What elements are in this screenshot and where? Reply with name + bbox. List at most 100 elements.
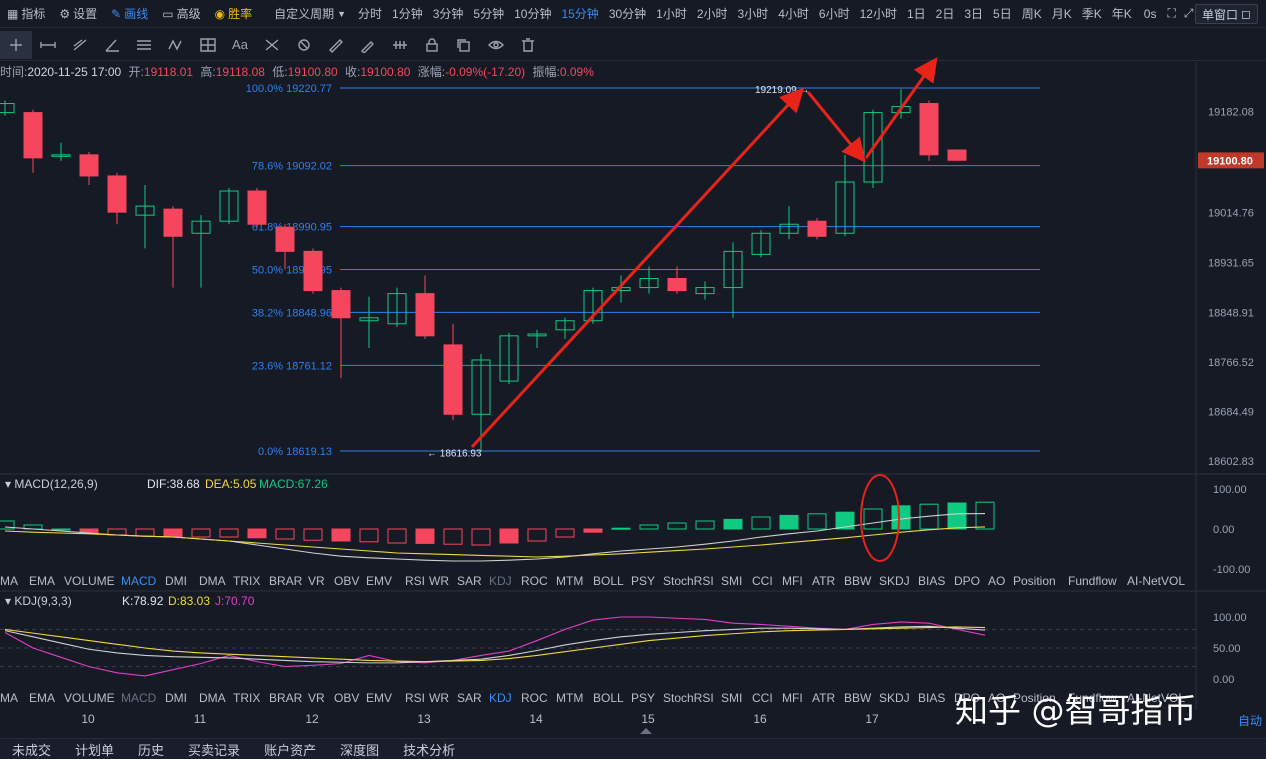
copy-icon[interactable] [448,31,480,59]
pattern-icon[interactable] [256,31,288,59]
kdj-tab-stochrsi[interactable]: StochRSI [663,691,714,705]
bottom-tab-2[interactable]: 历史 [138,742,165,758]
crosshair-icon[interactable] [0,30,32,59]
macd-tab-mtm[interactable]: MTM [556,574,584,588]
period-5日[interactable]: 5日 [993,7,1012,21]
period-5分钟[interactable]: 5分钟 [473,7,505,21]
period-月K[interactable]: 月K [1051,7,1072,21]
kdj-tab-bbw[interactable]: BBW [844,691,872,705]
macd-tab-smi[interactable]: SMI [721,574,743,588]
macd-tab-psy[interactable]: PSY [631,574,656,588]
period-30分钟[interactable]: 30分钟 [608,7,647,21]
period-1分钟[interactable]: 1分钟 [392,7,423,21]
advanced-button[interactable]: ▭ 高级 [162,6,201,22]
lock-icon[interactable] [416,31,448,59]
macd-tab-wr[interactable]: WR [429,574,449,588]
period-1小时[interactable]: 1小时 [656,7,687,21]
period-2小时[interactable]: 2小时 [696,7,728,21]
macd-tab-volume[interactable]: VOLUME [64,574,115,588]
bottom-tab-1[interactable]: 计划单 [75,742,115,758]
period-1日[interactable]: 1日 [906,7,926,21]
macd-tab-bias[interactable]: BIAS [918,574,946,588]
kdj-tab-dmi[interactable]: DMI [165,691,187,705]
macd-tab-ema[interactable]: EMA [29,574,56,588]
macd-tab-sar[interactable]: SAR [457,574,482,588]
bottom-tab-4[interactable]: 账户资产 [264,742,317,758]
kdj-tab-sar[interactable]: SAR [457,691,482,705]
kdj-tab-ema[interactable]: EMA [29,691,56,705]
trend-line-icon[interactable] [64,31,96,59]
macd-tab-dpo[interactable]: DPO [954,574,981,588]
macd-tab-dmi[interactable]: DMI [165,574,187,588]
period-周K[interactable]: 周K [1021,7,1042,21]
brush-icon[interactable] [352,31,384,59]
text-icon[interactable]: Aa [232,37,248,52]
macd-tab-ma[interactable]: MA [0,574,18,588]
kdj-tab-skdj[interactable]: SKDJ [879,691,910,705]
kdj-tab-volume[interactable]: VOLUME [64,691,115,705]
macd-tab-ao[interactable]: AO [988,574,1006,588]
kdj-tab-ai-netvol[interactable]: AI-NetVOL [1127,691,1186,705]
win-rate-button[interactable]: ◉ 胜率 [214,6,253,22]
window-mode-select[interactable]: 单窗口 ◻ [1195,4,1258,24]
macd-tab-brar[interactable]: BRAR [269,574,303,588]
kdj-tab-vr[interactable]: VR [308,691,325,705]
period-2日[interactable]: 2日 [935,7,955,21]
period-3小时[interactable]: 3小时 [737,7,769,21]
kdj-tab-atr[interactable]: ATR [812,691,836,705]
chart-canvas[interactable]: 19182.08 19014.76 18931.65 18848.91 18766.52… [0,0,1266,738]
bottom-tab-0[interactable]: 未成交 [12,742,52,758]
eye-icon[interactable] [480,31,512,59]
macd-tab-mfi[interactable]: MFI [782,574,803,588]
kdj-tab-rsi[interactable]: RSI [405,691,426,705]
kdj-tab-trix[interactable]: TRIX [233,691,261,705]
macd-tab-rsi[interactable]: RSI [405,574,426,588]
kdj-tab-mfi[interactable]: MFI [782,691,803,705]
kdj-tab-roc[interactable]: ROC [521,691,548,705]
macd-tab-obv[interactable]: OBV [334,574,360,588]
kdj-tab-position[interactable]: Position [1013,691,1056,705]
kdj-tab-kdj[interactable]: KDJ [489,691,512,705]
bottom-tab-3[interactable]: 买卖记录 [188,742,241,758]
kdj-tab-fundflow[interactable]: Fundflow [1068,691,1117,705]
channel-icon[interactable] [128,31,160,59]
macd-tab-kdj[interactable]: KDJ [489,574,512,588]
kdj-tab-dpo[interactable]: DPO [954,691,981,705]
macd-tab-skdj[interactable]: SKDJ [879,574,910,588]
wave-icon[interactable] [160,31,192,59]
trash-icon[interactable] [512,31,544,59]
kdj-tab-brar[interactable]: BRAR [269,691,303,705]
kdj-tab-wr[interactable]: WR [429,691,449,705]
magnet-icon[interactable] [288,31,320,59]
indicators-button[interactable]: ▦ 指标 [7,6,46,22]
angle-icon[interactable] [96,31,128,59]
period-分时[interactable]: 分时 [358,7,383,21]
macd-tab-boll[interactable]: BOLL [593,574,624,588]
macd-tab-dma[interactable]: DMA [199,574,226,588]
macd-tab-atr[interactable]: ATR [812,574,836,588]
macd-tab-emv[interactable]: EMV [366,574,393,588]
custom-period-dropdown[interactable]: 自定义周期 ▼ [274,7,347,21]
bottom-tab-5[interactable]: 深度图 [340,742,380,758]
period-10分钟[interactable]: 10分钟 [514,7,552,21]
kdj-tab-boll[interactable]: BOLL [593,691,624,705]
horizontal-line-icon[interactable] [32,31,64,59]
bottom-tab-6[interactable]: 技术分析 [403,742,456,758]
draw-button[interactable]: ✎ 画线 [111,6,149,22]
period-年K[interactable]: 年K [1111,7,1132,21]
kdj-tab-emv[interactable]: EMV [366,691,393,705]
kdj-tab-macd[interactable]: MACD [121,691,157,705]
macd-tab-stochrsi[interactable]: StochRSI [663,574,714,588]
kdj-tab-bias[interactable]: BIAS [918,691,946,705]
period-6小时[interactable]: 6小时 [818,7,850,21]
kdj-tab-smi[interactable]: SMI [721,691,743,705]
kdj-tab-ma[interactable]: MA [0,691,18,705]
period-3分钟[interactable]: 3分钟 [432,7,464,21]
period-季K[interactable]: 季K [1081,7,1102,21]
kdj-tab-cci[interactable]: CCI [752,691,773,705]
kdj-tab-ao[interactable]: AO [988,691,1006,705]
kdj-tab-obv[interactable]: OBV [334,691,360,705]
auto-scale-toggle[interactable]: 自动 [1238,714,1263,728]
period-3日[interactable]: 3日 [964,7,984,21]
period-15分钟[interactable]: 15分钟 [561,7,599,21]
